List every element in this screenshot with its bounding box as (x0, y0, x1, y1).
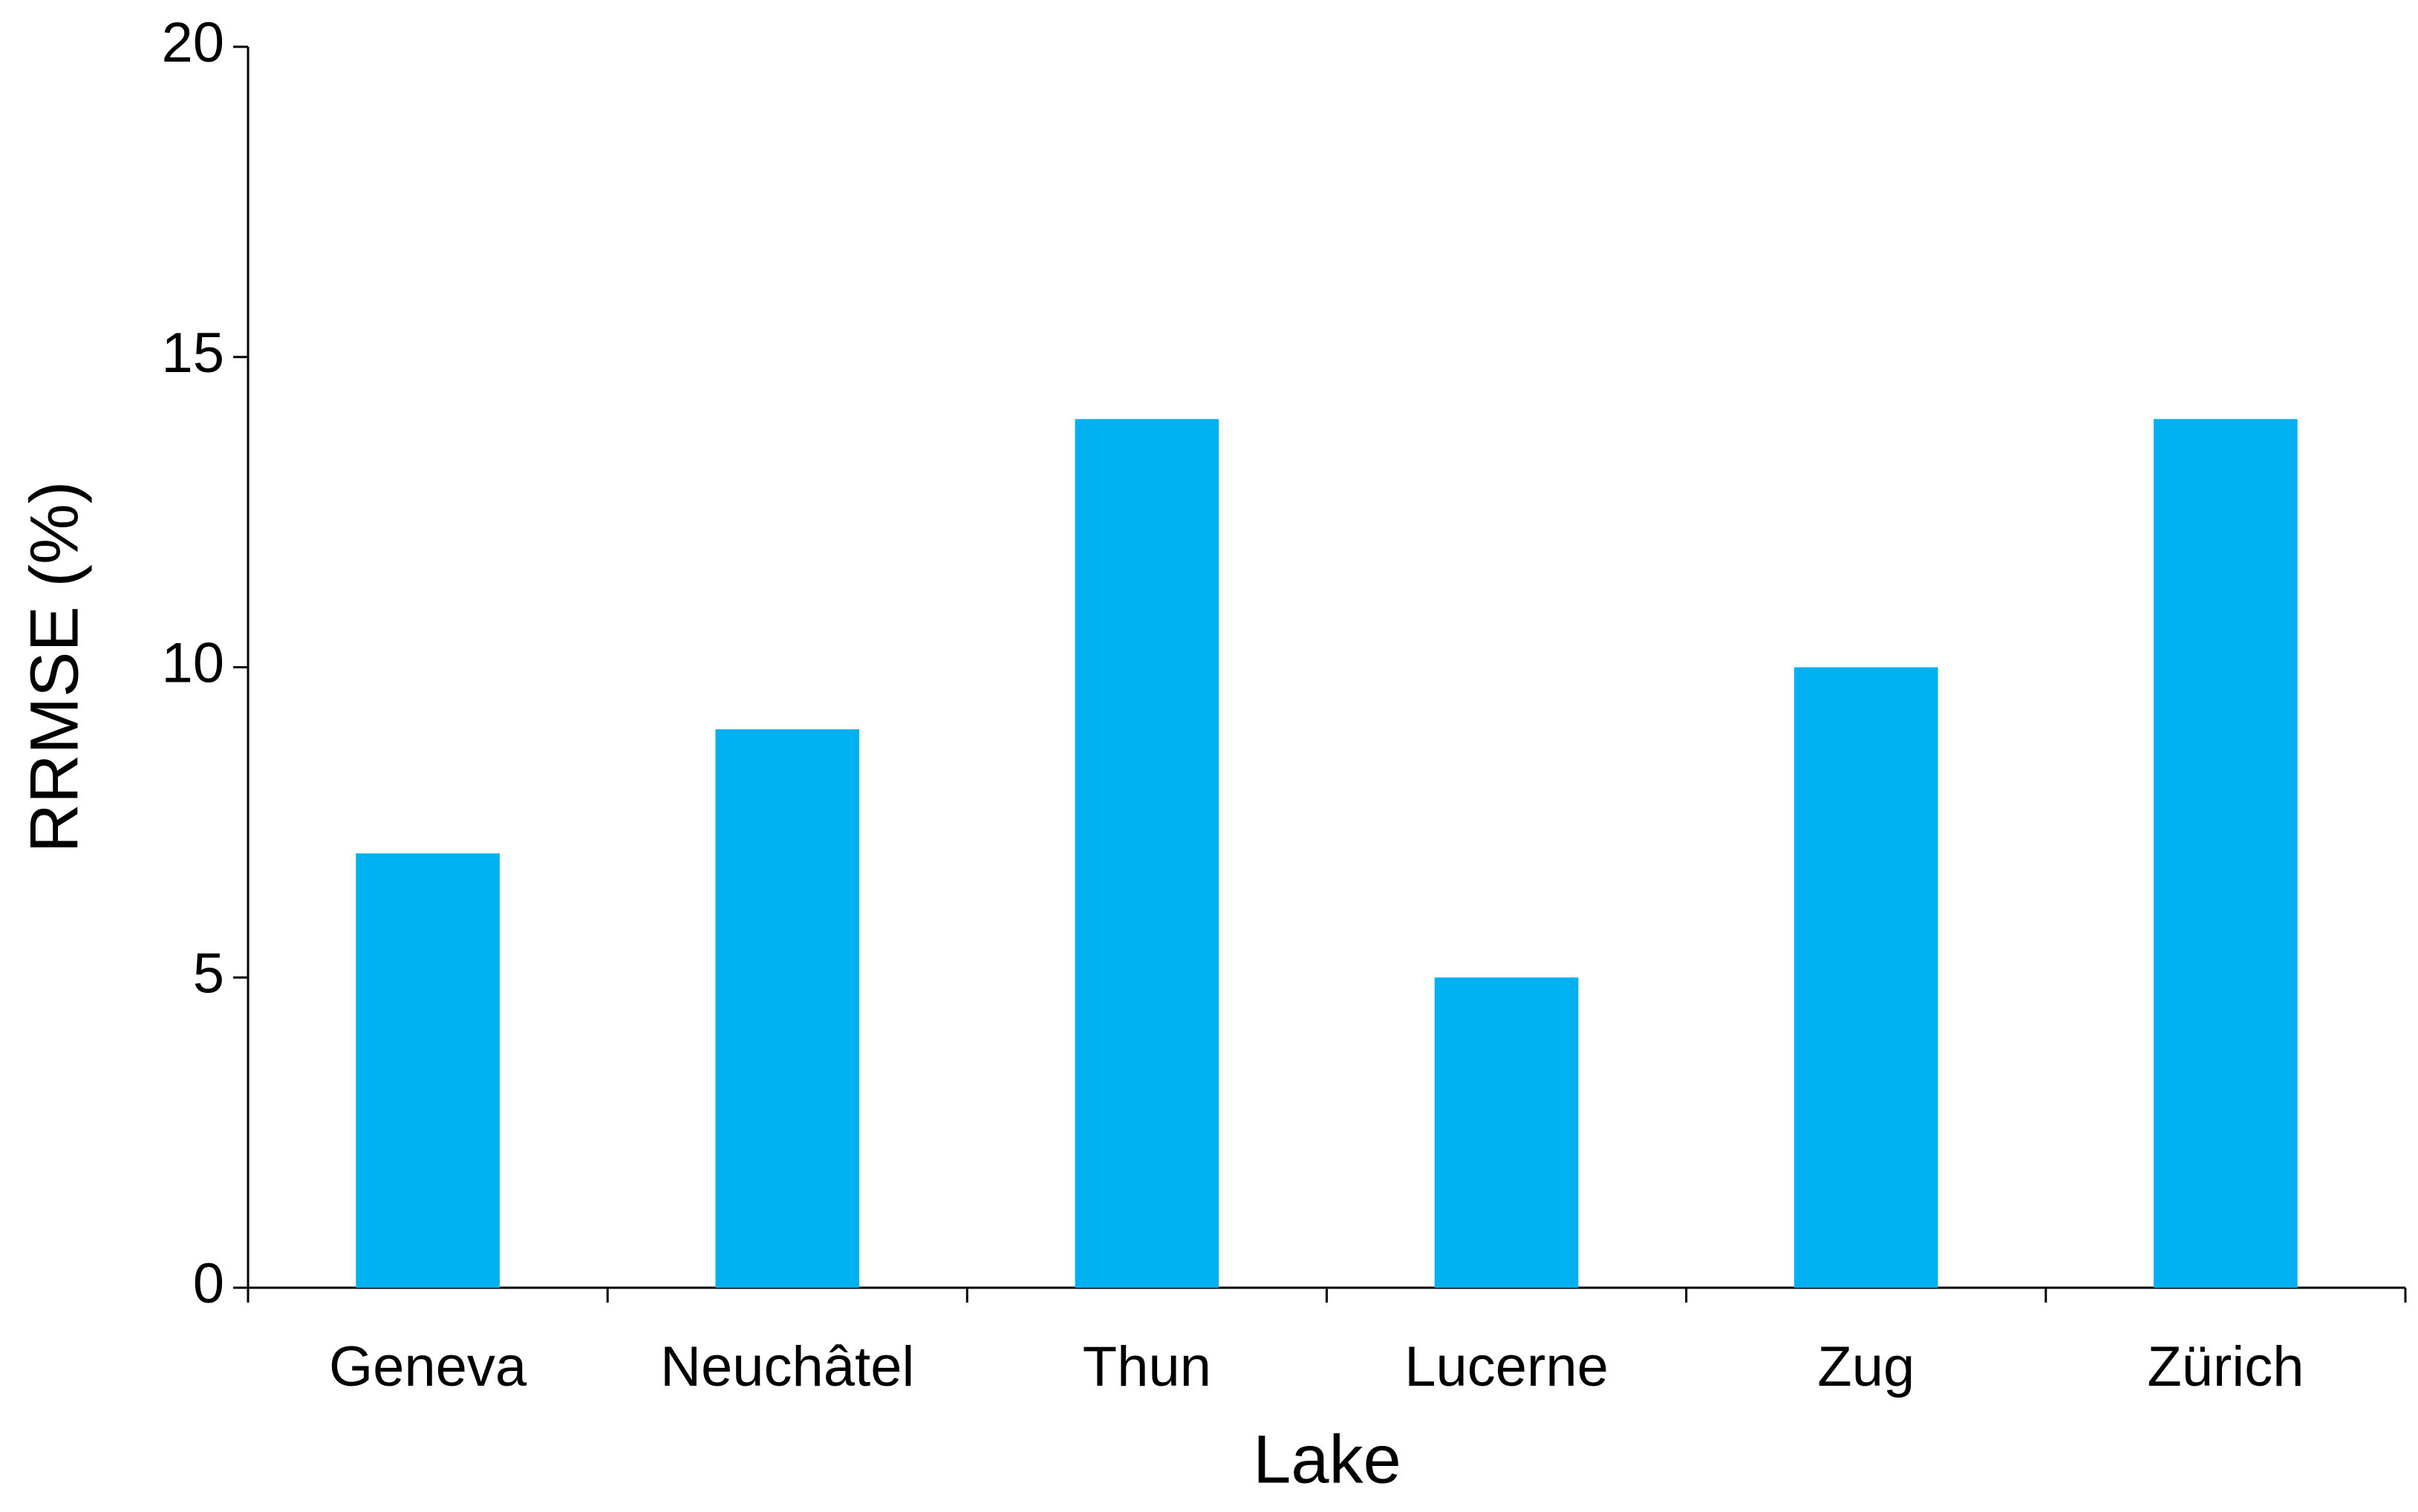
bar (715, 729, 860, 1288)
x-tick-label: Neuchâtel (660, 1335, 914, 1398)
bar (1793, 667, 1938, 1288)
y-tick-label: 10 (161, 632, 224, 695)
x-tick-label: Geneva (329, 1335, 527, 1398)
x-tick-label: Thun (1083, 1335, 1211, 1398)
bar (1434, 977, 1579, 1288)
bar (1075, 419, 1219, 1288)
bar (356, 853, 500, 1288)
bar (2154, 419, 2298, 1288)
x-tick-label: Zug (1817, 1335, 1914, 1398)
y-tick-label: 15 (161, 322, 224, 385)
y-axis-title: RRMSE (%) (16, 481, 92, 853)
y-tick-label: 20 (161, 11, 224, 74)
x-tick-label: Zürich (2147, 1335, 2304, 1398)
y-tick-label: 5 (193, 942, 224, 1005)
y-tick-label: 0 (193, 1252, 224, 1315)
x-tick-label: Lucerne (1404, 1335, 1609, 1398)
x-axis-title: Lake (1253, 1421, 1401, 1497)
